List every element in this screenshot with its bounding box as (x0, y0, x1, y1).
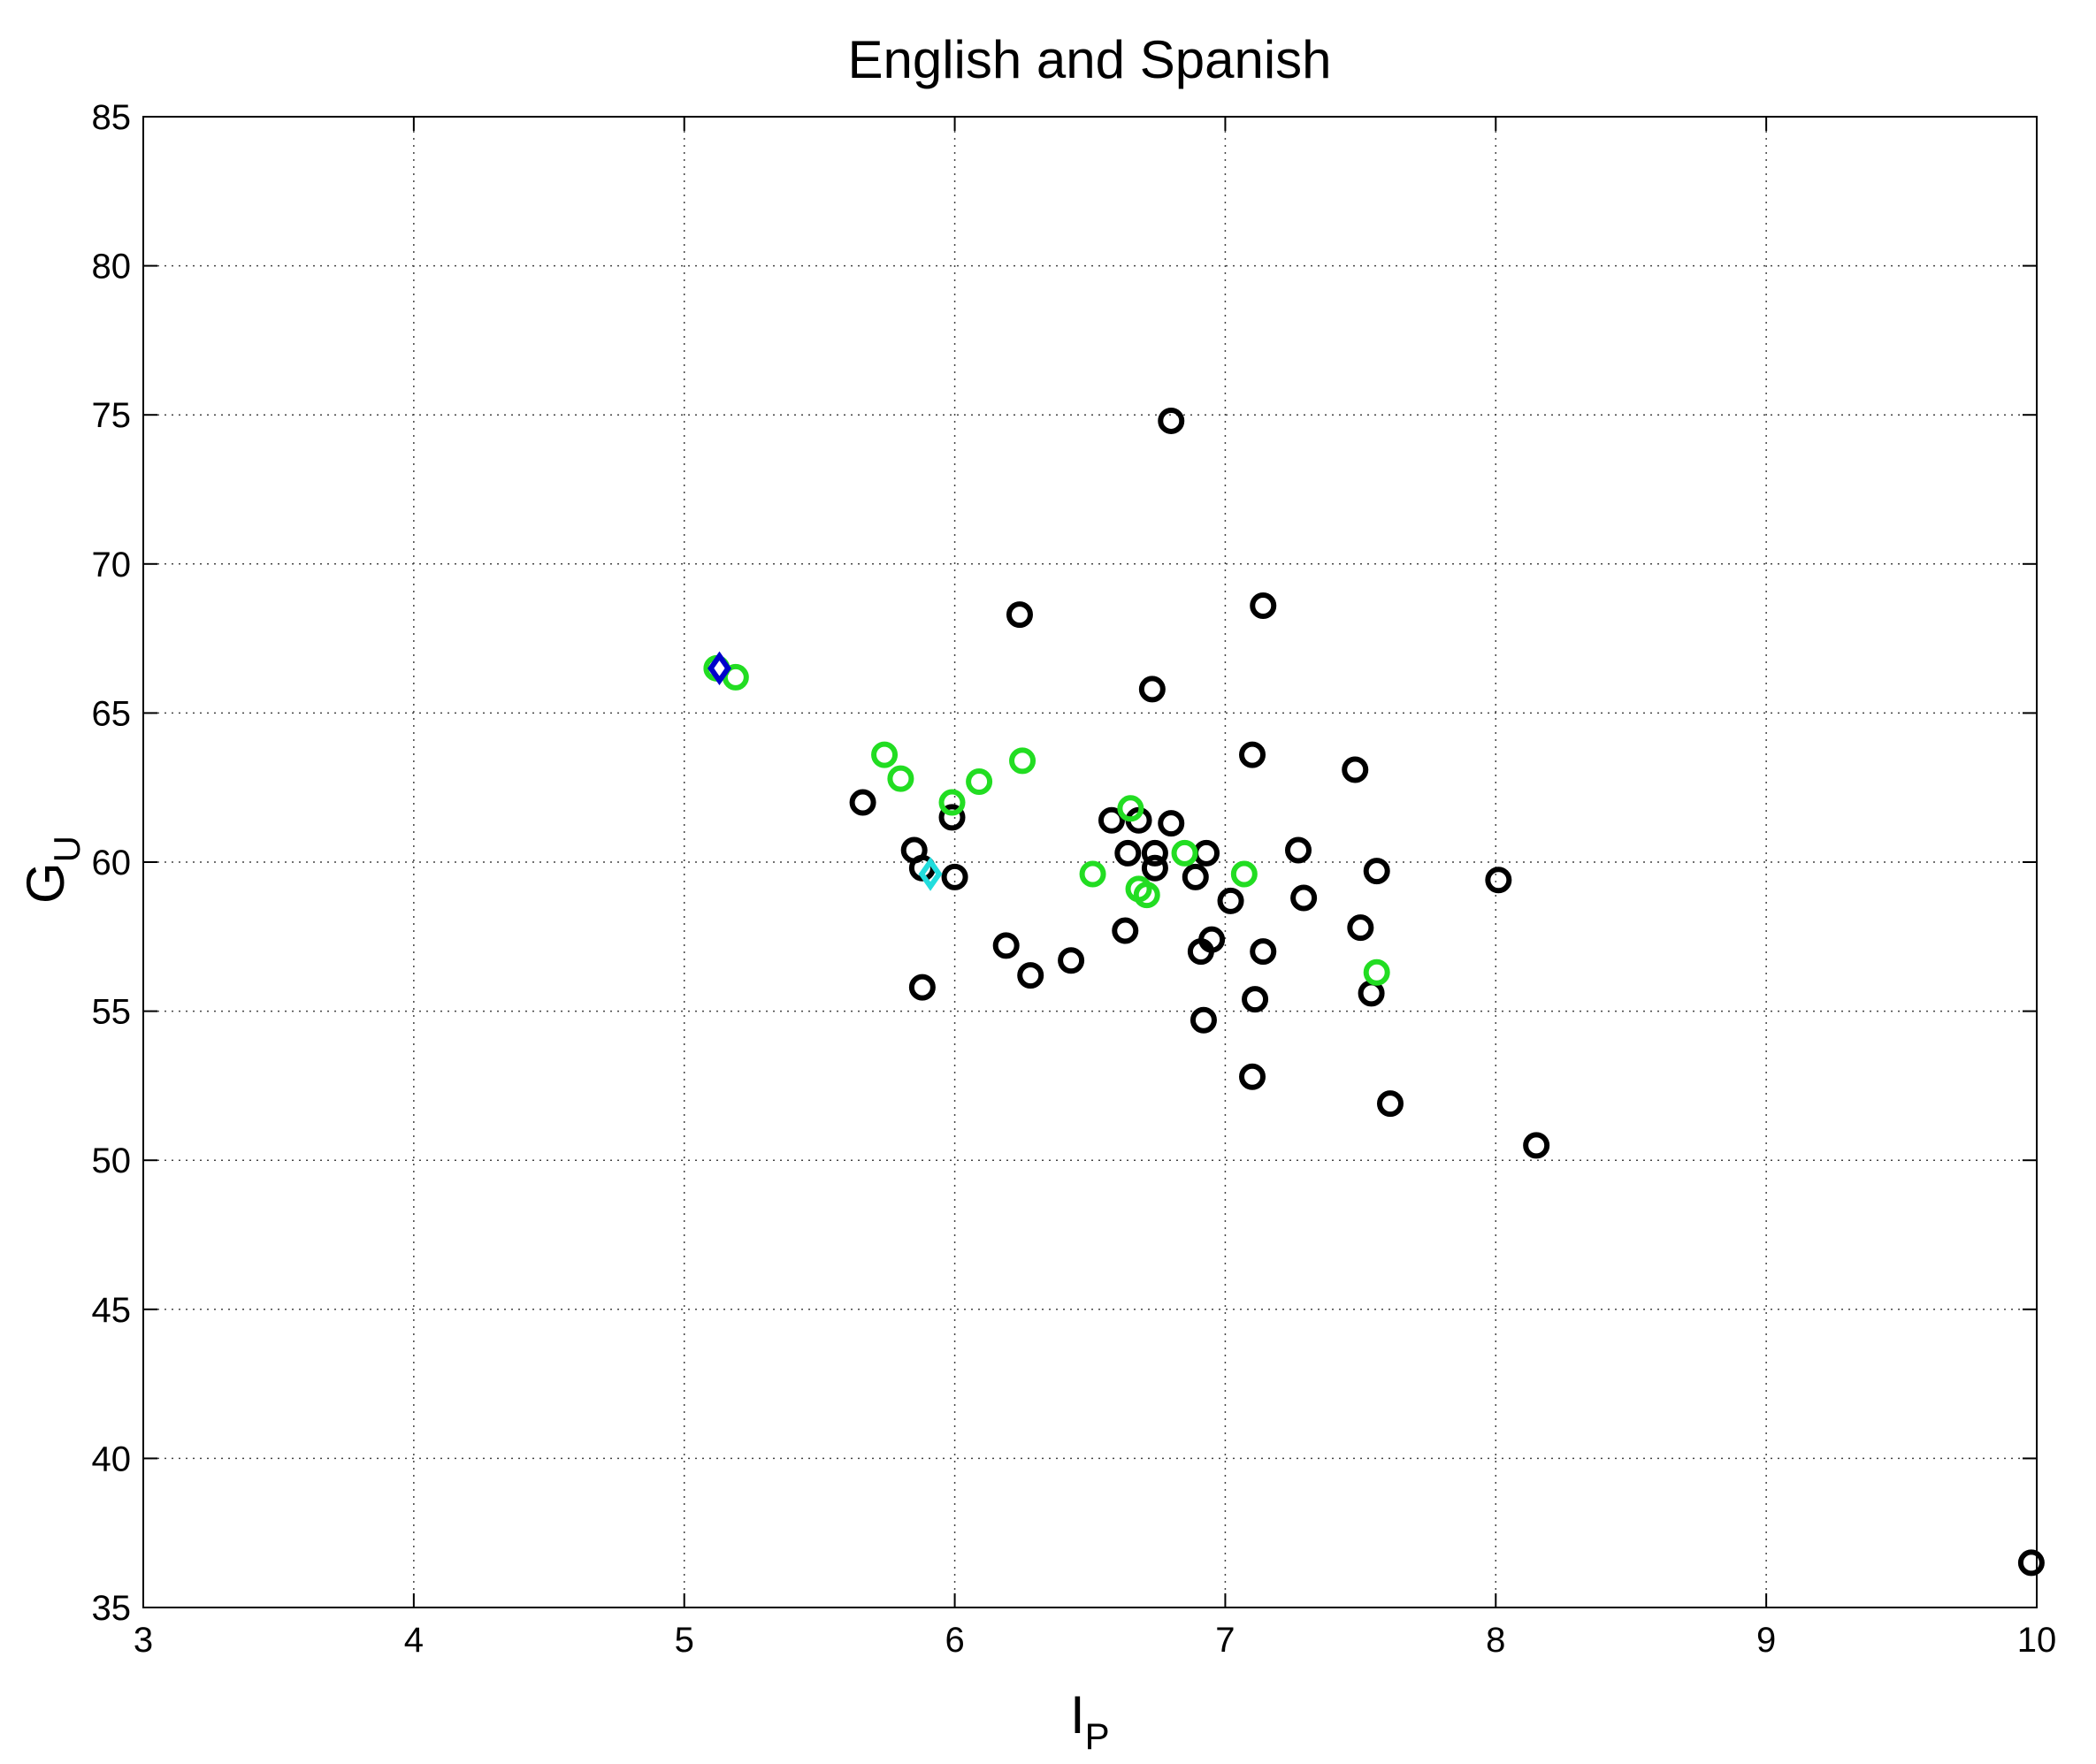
y-axis-label-main: G (16, 862, 75, 904)
y-tick-label: 80 (92, 248, 132, 286)
data-point (1079, 860, 1106, 888)
grid-lines (143, 117, 2037, 1607)
data-points (703, 407, 2045, 1577)
data-point (1171, 839, 1198, 867)
y-axis-label: GU (16, 836, 88, 904)
data-point (908, 974, 936, 1001)
y-tick-label: 70 (92, 546, 132, 584)
data-point (1017, 962, 1044, 989)
y-tick-label: 85 (92, 98, 132, 137)
data-point (1006, 601, 1033, 629)
data-point (1217, 887, 1244, 914)
data-point (1182, 863, 1209, 890)
data-point (1138, 676, 1166, 703)
data-point (1290, 884, 1318, 912)
y-tick-label: 65 (92, 694, 132, 733)
data-point (1141, 839, 1168, 867)
x-tick-labels: 3 4 5 6 7 8 9 10 (134, 1621, 2056, 1660)
data-point (1230, 860, 1258, 888)
data-point (2017, 1549, 2045, 1577)
data-point (1114, 839, 1142, 867)
x-axis-label-main: I (1070, 1685, 1085, 1745)
data-point (1098, 806, 1125, 834)
y-tick-label: 45 (92, 1291, 132, 1330)
data-point (1187, 938, 1214, 966)
y-tick-label: 75 (92, 396, 132, 435)
data-point (1158, 810, 1185, 837)
data-point (1239, 1063, 1266, 1090)
x-tick-label: 6 (945, 1621, 964, 1660)
x-axis-label: IP (1070, 1685, 1110, 1757)
x-tick-label: 8 (1486, 1621, 1505, 1660)
data-point (1285, 836, 1312, 864)
data-point (1242, 986, 1269, 1013)
data-point (1250, 938, 1277, 966)
y-tick-label: 35 (92, 1589, 132, 1628)
data-point (1363, 858, 1390, 885)
data-point (1250, 592, 1277, 620)
data-point (1158, 407, 1185, 434)
x-tick-label: 10 (2017, 1621, 2057, 1660)
data-point (1363, 958, 1390, 986)
x-tick-label: 4 (404, 1621, 424, 1660)
data-point (1342, 756, 1369, 783)
data-point-diamond (918, 857, 943, 891)
y-tick-label: 60 (92, 844, 132, 882)
axis-ticks (142, 116, 2038, 1608)
data-point (1133, 882, 1160, 909)
data-point (938, 804, 966, 831)
data-point (966, 767, 993, 795)
data-point (1058, 947, 1085, 974)
data-point (992, 932, 1020, 959)
y-tick-labels: 35 40 45 50 55 60 65 70 75 80 85 (92, 98, 132, 1628)
data-point (1523, 1132, 1550, 1159)
y-tick-label: 50 (92, 1142, 132, 1180)
data-point (1377, 1090, 1404, 1118)
x-tick-label: 5 (675, 1621, 694, 1660)
x-tick-label: 3 (134, 1621, 153, 1660)
chart-title: English and Spanish (847, 30, 1331, 89)
data-point (1112, 917, 1139, 944)
x-tick-label: 9 (1756, 1621, 1776, 1660)
x-tick-label: 7 (1215, 1621, 1235, 1660)
data-point (1239, 741, 1266, 768)
data-point (1009, 747, 1037, 775)
data-point (941, 863, 968, 890)
data-point (887, 765, 914, 792)
data-point (871, 741, 899, 768)
data-point (938, 789, 966, 816)
data-point (849, 789, 876, 816)
x-axis-label-sub: P (1085, 1715, 1110, 1757)
y-axis-label-sub: U (46, 836, 88, 862)
y-tick-label: 40 (92, 1439, 132, 1478)
data-point (1141, 854, 1168, 882)
data-point (1117, 795, 1144, 822)
data-point-diamond (708, 651, 731, 686)
data-point (1347, 914, 1374, 942)
data-point (1485, 867, 1512, 894)
y-tick-label: 55 (92, 993, 132, 1032)
data-point (1190, 1006, 1217, 1034)
